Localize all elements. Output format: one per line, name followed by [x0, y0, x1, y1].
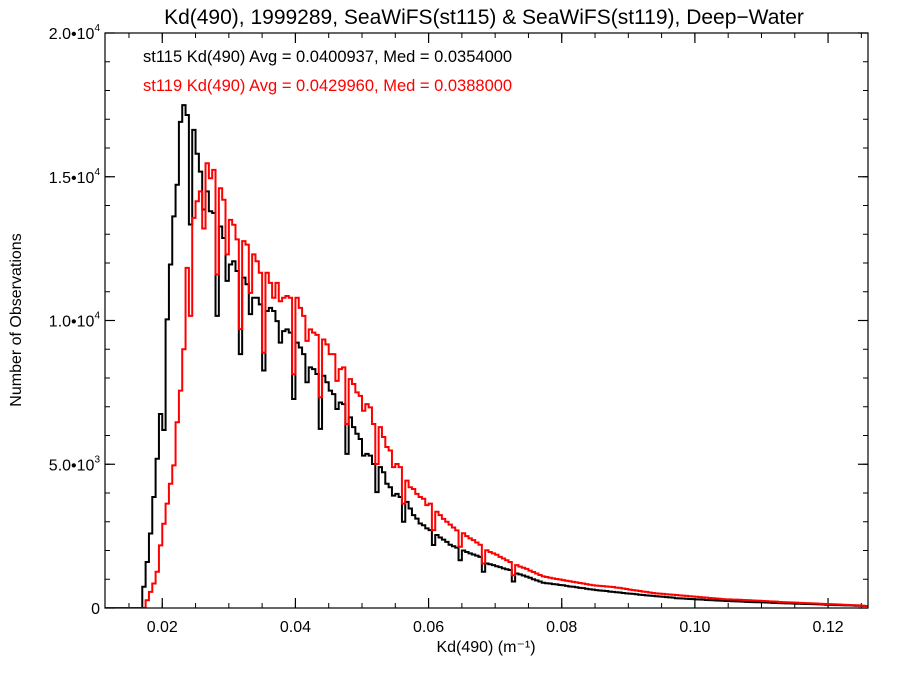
y-tick-mantissa: 1.5•10 — [49, 170, 95, 187]
y-tick-mantissa: 0 — [91, 601, 100, 618]
y-tick-exponent: 4 — [94, 167, 100, 178]
y-tick-exponent: 4 — [94, 311, 100, 322]
y-tick-exponent: 4 — [94, 23, 100, 34]
legend-st115: st115 Kd(490) Avg = 0.0400937, Med = 0.0… — [143, 48, 512, 66]
y-tick-label: 1.0•104 — [49, 311, 101, 331]
x-tick-label: 0.06 — [413, 619, 444, 636]
axis-ticks: 0.02 0.04 0.06 0.08 0.10 0.1205.0•1031.0•1041… — [49, 23, 868, 636]
plot-frame — [104, 32, 869, 609]
y-axis-label: Number of Observations — [8, 233, 25, 406]
x-tick-label: 0.12 — [812, 619, 843, 636]
x-tick-label: 0.04 — [280, 619, 311, 636]
x-axis-label: Kd(490) (m⁻¹) — [436, 639, 535, 656]
y-tick-label: 2.0•104 — [49, 23, 101, 43]
histogram-series-st119 — [105, 162, 868, 608]
legend-st119: st119 Kd(490) Avg = 0.0429960, Med = 0.0… — [143, 77, 512, 95]
x-tick-label: 0.08 — [546, 619, 577, 636]
y-tick-mantissa: 2.0•10 — [49, 26, 95, 43]
y-tick-label: 0 — [91, 601, 100, 618]
histogram-series-st115 — [105, 104, 868, 608]
y-tick-exponent: 3 — [94, 454, 100, 465]
y-tick-mantissa: 1.0•10 — [49, 314, 95, 331]
y-tick-mantissa: 5.0•10 — [49, 457, 95, 474]
x-tick-label: 0.02 — [147, 619, 178, 636]
chart-title: Kd(490), 1999289, SeaWiFS(st115) & SeaWi… — [164, 6, 804, 29]
y-tick-label: 1.5•104 — [49, 167, 101, 187]
y-tick-label: 5.0•103 — [49, 454, 101, 474]
x-tick-label: 0.10 — [679, 619, 710, 636]
series-group — [105, 104, 868, 608]
